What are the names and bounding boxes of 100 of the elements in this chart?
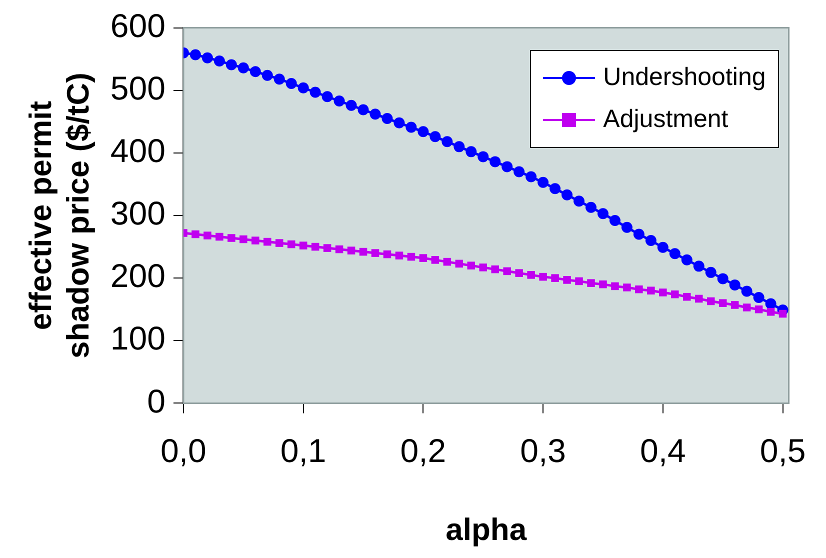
point: [466, 146, 477, 158]
point: [238, 62, 249, 74]
point: [597, 208, 608, 220]
point: [539, 272, 547, 281]
x-tick-label: 0,4: [640, 432, 686, 470]
point: [623, 284, 631, 292]
point: [263, 238, 272, 246]
point: [334, 96, 345, 107]
point: [478, 151, 489, 162]
point: [298, 82, 309, 94]
point: [394, 117, 405, 128]
point: [621, 222, 632, 233]
point: [419, 254, 428, 262]
point: [706, 297, 715, 306]
point: [202, 52, 213, 64]
point: [322, 91, 333, 102]
point: [671, 290, 679, 298]
point: [407, 252, 416, 261]
point: [323, 244, 332, 252]
point: [467, 262, 476, 270]
point: [563, 276, 571, 284]
point: [683, 292, 691, 301]
point: [575, 277, 583, 286]
point: [705, 266, 716, 278]
point: [214, 55, 225, 66]
point: [299, 242, 308, 250]
x-tick-label: 0,3: [520, 432, 566, 470]
point: [515, 269, 523, 277]
point: [742, 304, 751, 312]
point: [311, 242, 320, 251]
point: [587, 279, 595, 287]
point: [611, 282, 619, 290]
point: [382, 113, 393, 124]
point: [574, 196, 585, 207]
point: [371, 249, 380, 257]
point: [778, 310, 787, 318]
point: [645, 235, 656, 246]
point: [204, 232, 212, 240]
point: [766, 308, 775, 316]
x-tick-label: 0,2: [400, 432, 446, 470]
point: [262, 70, 273, 81]
point: [359, 248, 368, 256]
point: [681, 254, 692, 266]
point: [633, 228, 644, 240]
x-tick-label: 0,1: [280, 432, 326, 470]
point: [479, 264, 488, 272]
point: [503, 267, 511, 276]
point: [370, 108, 381, 120]
point: [657, 242, 668, 253]
point: [551, 274, 559, 282]
legend-label: Adjustment: [603, 105, 728, 134]
point: [635, 285, 643, 294]
point: [527, 271, 535, 279]
legend-label: Undershooting: [603, 63, 766, 92]
point: [228, 234, 236, 242]
point: [275, 239, 284, 247]
point: [490, 156, 501, 168]
point: [491, 265, 499, 274]
y-tick-label: 200: [110, 257, 166, 294]
y-tick-label: 400: [110, 132, 166, 170]
point: [310, 86, 321, 98]
point: [741, 286, 752, 297]
point: [226, 59, 237, 70]
y-tick-label: 0: [147, 382, 166, 420]
point: [335, 245, 344, 254]
point: [395, 252, 404, 260]
point: [286, 78, 297, 89]
y-axis-title: effective permit shadow price ($/tC): [23, 72, 96, 358]
point: [647, 286, 655, 294]
point: [442, 136, 453, 148]
point: [383, 250, 392, 258]
point: [443, 258, 452, 266]
point: [216, 232, 224, 241]
point: [526, 171, 537, 182]
point: [754, 305, 763, 314]
point: [430, 131, 441, 142]
point: [669, 248, 680, 260]
point: [717, 273, 728, 284]
point: [550, 183, 561, 194]
point: [454, 141, 465, 152]
point: [287, 240, 296, 248]
point: [609, 215, 620, 226]
y-tick-label: 600: [110, 6, 166, 44]
point: [347, 246, 356, 254]
point: [192, 230, 200, 238]
point: [240, 235, 248, 244]
y-tick-label: 500: [110, 69, 166, 106]
point: [718, 299, 727, 307]
point: [538, 176, 549, 188]
x-tick-label: 0,5: [760, 432, 806, 470]
y-tick-label: 100: [110, 320, 166, 357]
point: [418, 126, 429, 138]
point: [729, 279, 740, 290]
point: [693, 260, 704, 272]
point: [502, 161, 513, 172]
point: [406, 122, 417, 133]
y-tick-label: 300: [110, 194, 166, 232]
point: [514, 166, 525, 178]
point: [274, 74, 285, 85]
point: [765, 298, 776, 310]
